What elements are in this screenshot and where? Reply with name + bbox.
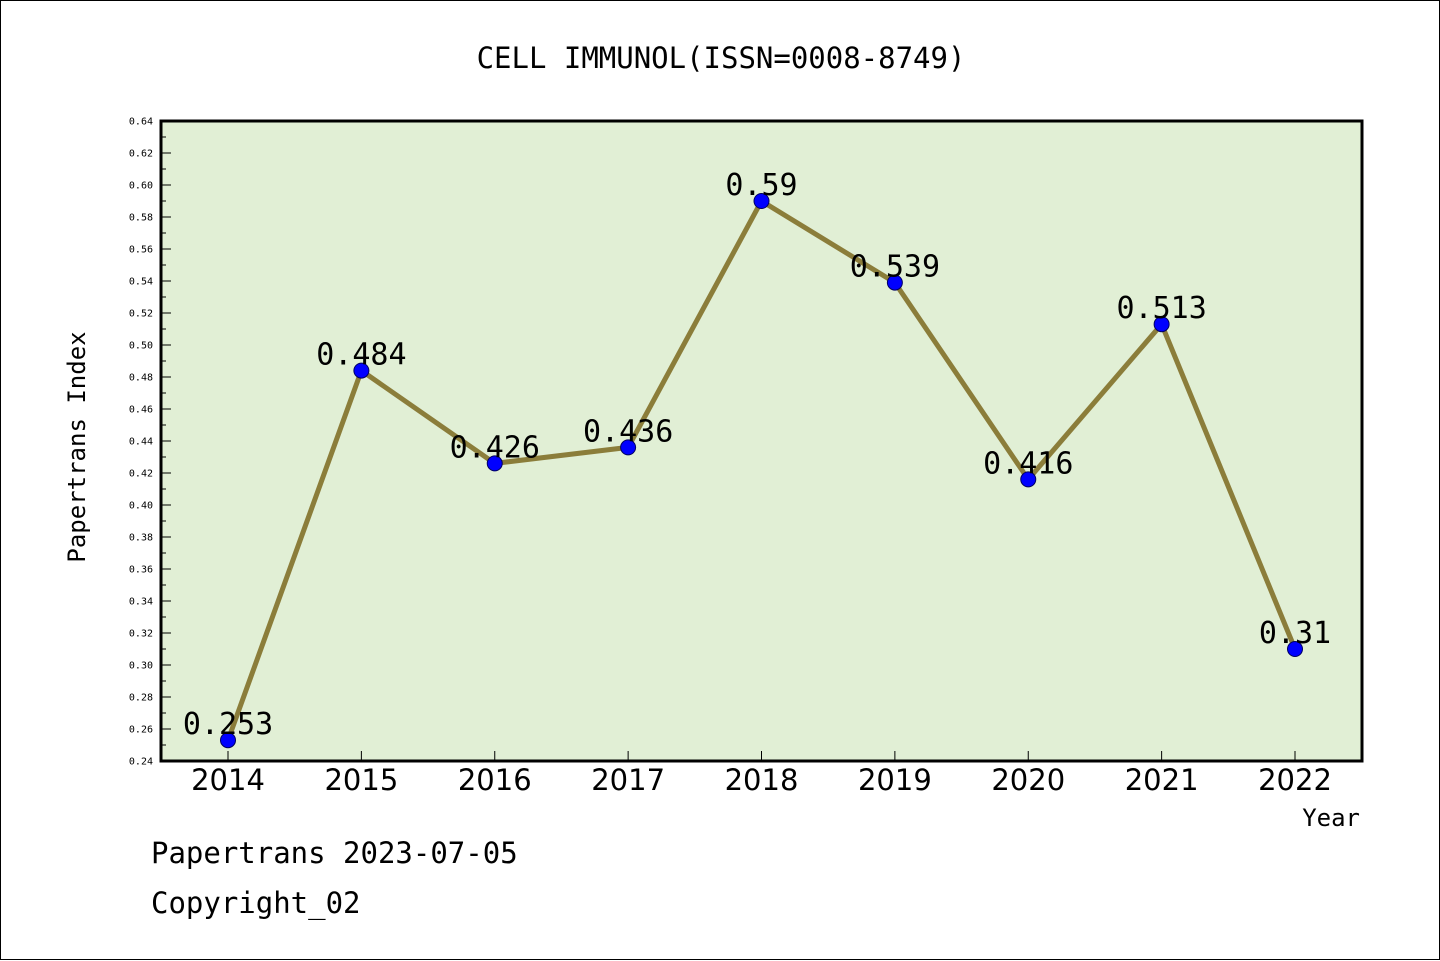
y-tick-label: 0.36 <box>129 565 153 576</box>
data-label-group: 0.253 0.484 0.426 0.436 0.59 0.539 0.416 0.513 0… <box>183 168 1331 742</box>
y-tick-label: 0.48 <box>129 373 153 384</box>
data-label: 0.31 <box>1259 616 1331 651</box>
y-tick-label: 0.60 <box>129 181 153 192</box>
x-tick-label: 2019 <box>858 763 932 797</box>
data-point <box>1020 471 1037 488</box>
data-label: 0.513 <box>1116 291 1206 326</box>
x-tick-label: 2016 <box>458 763 532 797</box>
y-tick-label: 0.58 <box>129 213 153 224</box>
chart-title: CELL IMMUNOL(ISSN=0008-8749) <box>477 41 966 75</box>
data-point <box>1287 641 1303 657</box>
x-tick-label: 2015 <box>324 763 398 797</box>
y-tick-label: 0.46 <box>129 405 153 416</box>
x-axis: 2014 2015 2016 2017 2018 2019 2020 2021 2022 <box>191 751 1332 797</box>
data-label: 0.426 <box>450 430 540 465</box>
data-label: 0.253 <box>183 707 273 742</box>
x-tick-label: 2018 <box>725 763 799 797</box>
y-tick-label: 0.56 <box>129 245 153 256</box>
y-tick-label: 0.44 <box>129 437 153 448</box>
data-point <box>886 274 903 291</box>
footer-date-text: Papertrans 2023-07-05 <box>151 836 518 870</box>
y-tick-label: 0.32 <box>129 629 153 640</box>
y-tick-label: 0.52 <box>129 309 153 320</box>
y-tick-label: 0.38 <box>129 533 153 544</box>
data-point <box>753 193 770 209</box>
footer-copyright-text: Copyright_02 <box>151 886 361 920</box>
y-tick-label: 0.34 <box>129 597 153 608</box>
y-tick-label: 0.30 <box>129 661 153 672</box>
data-point <box>353 362 370 379</box>
data-label: 0.539 <box>850 250 940 285</box>
y-tick-label: 0.54 <box>129 277 153 288</box>
data-point <box>220 732 236 749</box>
x-tick-label: 2014 <box>191 763 265 797</box>
series-line-group <box>220 193 1303 749</box>
x-tick-label: 2020 <box>991 763 1065 797</box>
data-point <box>620 439 637 456</box>
y-tick-label: 0.62 <box>129 149 153 160</box>
x-tick-label: 2022 <box>1258 763 1332 797</box>
y-tick-label: 0.50 <box>129 341 153 352</box>
y-tick-label: 0.40 <box>129 501 153 512</box>
data-point <box>1153 316 1170 333</box>
data-point <box>486 455 503 472</box>
y-tick-label: 0.28 <box>129 693 153 704</box>
x-tick-label: 2017 <box>591 763 665 797</box>
data-label: 0.59 <box>725 168 797 203</box>
y-axis-title: Papertrans Index <box>63 331 91 562</box>
data-label: 0.484 <box>316 338 406 373</box>
y-tick-label: 0.26 <box>129 725 153 736</box>
y-tick-label: 0.42 <box>129 469 153 480</box>
y-tick-label: 0.24 <box>129 757 153 768</box>
y-axis: 0.24 0.26 0.28 0.30 0.32 0.34 0.36 0.38 0.40 0.42… <box>129 117 171 768</box>
x-axis-title: Year <box>1302 804 1360 832</box>
y-tick-label: 0.64 <box>129 117 153 128</box>
plot-area <box>159 119 1364 763</box>
data-label: 0.416 <box>983 446 1073 481</box>
data-label: 0.436 <box>583 414 673 449</box>
x-tick-label: 2021 <box>1125 763 1199 797</box>
